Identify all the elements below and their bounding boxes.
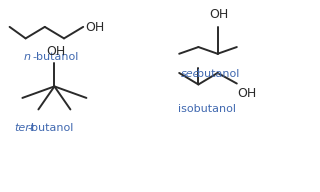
Text: OH: OH (85, 21, 104, 34)
Text: isobutanol: isobutanol (178, 104, 236, 114)
Text: -butanol: -butanol (32, 52, 79, 62)
Text: -butanol: -butanol (28, 123, 74, 133)
Text: OH: OH (237, 87, 256, 100)
Text: -butanol: -butanol (193, 69, 239, 79)
Text: OH: OH (46, 45, 66, 58)
Text: sec: sec (181, 69, 200, 79)
Text: OH: OH (210, 8, 229, 21)
Text: n: n (24, 52, 31, 62)
Text: tert: tert (14, 123, 35, 133)
